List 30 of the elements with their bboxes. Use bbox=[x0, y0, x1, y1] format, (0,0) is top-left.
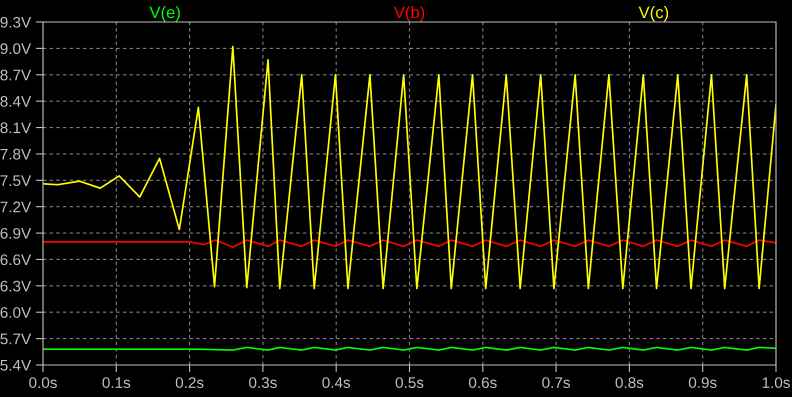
y-tick-label: 6.6V bbox=[0, 254, 32, 266]
y-tick-label: 8.1V bbox=[0, 122, 32, 134]
line-series bbox=[43, 46, 776, 290]
text: V(c) bbox=[638, 6, 668, 22]
y-tick-label: 7.2V bbox=[0, 202, 32, 212]
y-tick-label: 7.5V bbox=[0, 175, 32, 186]
x-tick-label: 0.7s bbox=[542, 377, 570, 388]
x-tick-label: 0.5s bbox=[396, 377, 424, 388]
y-tick-label: 9.0V bbox=[0, 43, 32, 54]
line-series bbox=[43, 239, 776, 248]
x-tick-label: 1.0s bbox=[762, 377, 790, 388]
x-tick-label: 0.6s bbox=[468, 377, 497, 388]
x-tick-label: 0.2s bbox=[176, 377, 204, 388]
x-tick-label: 0.8s bbox=[616, 377, 644, 388]
x-tick-label: 0.3s bbox=[249, 377, 277, 388]
x-tick-label: 0.9s bbox=[688, 377, 717, 388]
x-tick-label: 0.4s bbox=[322, 377, 350, 388]
y-tick-label: 9.3V bbox=[0, 16, 32, 28]
y-tick-label: 6.9V bbox=[0, 228, 32, 239]
y-tick-label: 8.7V bbox=[0, 70, 32, 80]
text: V(b) bbox=[394, 6, 424, 22]
y-tick-label: 6.0V bbox=[0, 307, 32, 318]
y-tick-label: 8.4V bbox=[0, 96, 32, 107]
x-tick-label: 0.0s bbox=[29, 377, 57, 388]
y-tick-label: 5.4V bbox=[0, 360, 32, 371]
text: V(e) bbox=[149, 6, 180, 22]
x-tick-label: 0.1s bbox=[102, 377, 130, 388]
y-tick-label: 6.3V bbox=[0, 280, 32, 292]
y-tick-label: 5.7V bbox=[0, 334, 32, 344]
y-tick-label: 7.8V bbox=[0, 148, 32, 160]
